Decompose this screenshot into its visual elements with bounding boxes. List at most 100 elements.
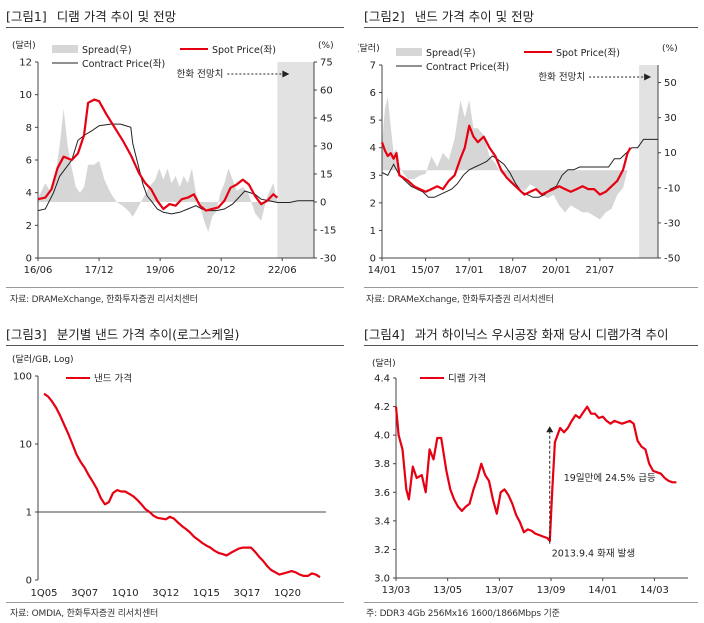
fig2-forecast-label: 한화 전망치 xyxy=(538,71,585,83)
fig2-y-right-tick-label: 50 xyxy=(664,78,677,89)
fig4-title-rule xyxy=(364,345,698,346)
fig1-legend-spot: Spot Price(좌) xyxy=(212,45,276,56)
fig3-nand-line xyxy=(43,392,321,579)
fig4-tag: [그림4] xyxy=(364,327,405,342)
fig3-chart: (달러/GB, Log) 0 1 10 100 1Q05 3Q07 1Q10 3Q12 1Q15 3… xyxy=(12,353,326,599)
fig1-legend-spread-swatch xyxy=(52,45,78,53)
fig4-x-tick-label: 14/03 xyxy=(640,585,669,596)
fig4-y-tick-label: 3.0 xyxy=(374,574,390,585)
fig2-title: [그림2] 낸드 가격 추이 및 전망 xyxy=(364,6,534,25)
fig3-x-tick-label: 1Q05 xyxy=(31,588,58,599)
fig4-y-unit: (달러) xyxy=(372,357,396,369)
fig1-y-left-tick-label: 2 xyxy=(26,221,32,232)
fig4-fire-annotation: 2013.9.4 화재 발생 xyxy=(552,549,635,560)
fig4-x-tick-label: 13/07 xyxy=(485,585,514,596)
fig1-y-right-tick-label: 0 xyxy=(320,198,326,209)
fig1-y-right-tick-label: -15 xyxy=(320,226,336,237)
fig2-title-rule xyxy=(364,27,698,28)
fig2-x-tick-label: 15/07 xyxy=(411,265,440,276)
fig4-chart: (달러) 3.0 3.2 3.4 3.6 3.8 4.0 4.2 4.4 13/03 13/05 13… xyxy=(372,357,688,596)
fig2-y-left-tick-label: 4 xyxy=(370,143,376,154)
fig2-spread-area xyxy=(382,96,631,220)
fig3-x-tick-label: 3Q12 xyxy=(152,588,179,599)
fig1-y-right-tick-label: 75 xyxy=(320,58,333,69)
fig1-contract-line xyxy=(37,123,314,215)
fig2-y-left-tick-label: 0 xyxy=(370,254,376,265)
fig1-left-unit: (달러) xyxy=(12,39,36,51)
fig3-x-tick-label: 3Q17 xyxy=(233,588,260,599)
fig2-tag: [그림2] xyxy=(364,9,405,24)
fig2-source: 자료: DRAMeXchange, 한화투자증권 리서치센터 xyxy=(366,295,554,305)
fig4-panel: [그림4] 과거 하이닉스 우시공장 화재 당시 디램가격 추이 (달러) 3.0 3… xyxy=(358,318,704,623)
fig1-x-tick-label: 22/06 xyxy=(268,265,297,276)
fig1-y-left-tick-label: 8 xyxy=(26,123,32,134)
fig2-y-right-tick-label: -50 xyxy=(664,254,680,265)
fig2-x-tick-label: 14/01 xyxy=(368,265,397,276)
fig2-legend-spread-swatch xyxy=(396,48,422,56)
fig3-source-rule xyxy=(6,602,344,603)
fig1-spot-line xyxy=(37,98,279,212)
fig3-panel: [그림3] 분기별 낸드 가격 추이(로그스케일) (달러/GB, Log) 0 1 1… xyxy=(0,318,352,623)
fig3-tag: [그림3] xyxy=(6,327,47,342)
fig3-title-text: 분기별 낸드 가격 추이(로그스케일) xyxy=(56,327,240,342)
fig3-y-tick-label: 1 xyxy=(26,508,32,519)
fig2-y-right-tick-label: -30 xyxy=(664,218,680,229)
fig3-x-tick-label: 1Q15 xyxy=(193,588,220,599)
fig4-rise-annotation: 19일만에 24.5% 급등 xyxy=(564,473,656,484)
fig4-source-rule xyxy=(364,602,698,603)
fig3-y-tick-label: 100 xyxy=(13,372,32,383)
fig2-left-unit: (달러) xyxy=(358,42,380,54)
fig3-title: [그림3] 분기별 낸드 가격 추이(로그스케일) xyxy=(6,324,239,343)
fig1-y-left-tick-label: 12 xyxy=(19,58,32,69)
fig1-source-rule xyxy=(6,287,344,288)
fig2-y-right-tick-label: 30 xyxy=(664,113,677,124)
fig2-forecast-arrow-head xyxy=(644,73,652,81)
fig1-y-left-tick-label: 6 xyxy=(26,156,32,167)
fig2-source-rule xyxy=(364,287,698,288)
fig3-legend-label: 낸드 가격 xyxy=(94,373,132,385)
fig4-source: 주: DDR3 4Gb 256Mx16 1600/1866Mbps 기준 xyxy=(366,609,560,619)
fig3-y-tick-label: 10 xyxy=(19,440,32,451)
fig1-tag: [그림1] xyxy=(6,9,47,24)
fig1-x-tick-label: 17/12 xyxy=(85,265,114,276)
fig2-x-tick-label: 17/01 xyxy=(455,265,484,276)
fig1-x-tick-label: 19/06 xyxy=(146,265,175,276)
fig1-chart: 0 2 4 6 8 10 12 -30 -15 0 15 30 45 60 75 16/06 17/12 19/0… xyxy=(12,39,336,276)
fig4-dram-line xyxy=(394,405,677,542)
fig2-chart: 0 1 2 3 4 5 6 7 -50 -30 -10 10 30 50 14/01 15/07 17/01 18… xyxy=(358,42,680,276)
fig4-y-tick-label: 3.8 xyxy=(374,459,390,470)
fig1-legend-contract: Contract Price(좌) xyxy=(82,59,165,70)
fig4-y-tick-label: 4.4 xyxy=(374,374,390,385)
fig2-x-tick-label: 21/07 xyxy=(585,265,614,276)
fig1-panel: [그림1] 디램 가격 추이 및 전망 0 2 4 6 8 10 12 -30 -15 0 15 30 4… xyxy=(0,0,352,310)
fig2-y-left-tick-label: 1 xyxy=(370,226,376,237)
fig1-legend-spread: Spread(우) xyxy=(82,45,132,56)
fig2-legend-spot: Spot Price(좌) xyxy=(556,48,620,59)
fig4-x-tick-label: 14/01 xyxy=(588,585,617,596)
fig4-title: [그림4] 과거 하이닉스 우시공장 화재 당시 디램가격 추이 xyxy=(364,324,669,343)
fig4-y-tick-label: 4.2 xyxy=(374,402,390,413)
fig2-y-left-tick-label: 3 xyxy=(370,171,376,182)
fig2-legend-contract: Contract Price(좌) xyxy=(426,62,509,73)
fig1-x-tick-label: 16/06 xyxy=(24,265,53,276)
fig2-x-tick-label: 20/01 xyxy=(542,265,571,276)
fig1-forecast-label: 한화 전망치 xyxy=(177,68,224,80)
fig4-y-tick-label: 3.6 xyxy=(374,488,390,499)
fig1-title-text: 디램 가격 추이 및 전망 xyxy=(56,9,177,24)
fig4-legend-label: 디램 가격 xyxy=(448,373,486,385)
fig1-y-right-tick-label: 15 xyxy=(320,170,333,181)
fig3-x-tick-label: 1Q20 xyxy=(274,588,301,599)
fig1-right-unit: (%) xyxy=(318,41,334,51)
fig1-x-tick-label: 20/12 xyxy=(207,265,236,276)
fig1-title-rule xyxy=(6,27,344,28)
fig3-y-tick-label: 0 xyxy=(26,576,32,587)
fig4-x-tick-label: 13/09 xyxy=(537,585,566,596)
fig1-y-left-tick-label: 4 xyxy=(26,188,32,199)
fig3-x-tick-label: 3Q07 xyxy=(71,588,98,599)
fig4-rise-arrow-head xyxy=(546,426,554,433)
fig1-y-right-tick-label: 45 xyxy=(320,114,333,125)
fig2-right-unit: (%) xyxy=(662,44,678,54)
fig1-y-right-tick-label: -30 xyxy=(320,254,336,265)
fig3-y-unit: (달러/GB, Log) xyxy=(12,353,74,365)
fig2-contract-line xyxy=(381,138,658,198)
